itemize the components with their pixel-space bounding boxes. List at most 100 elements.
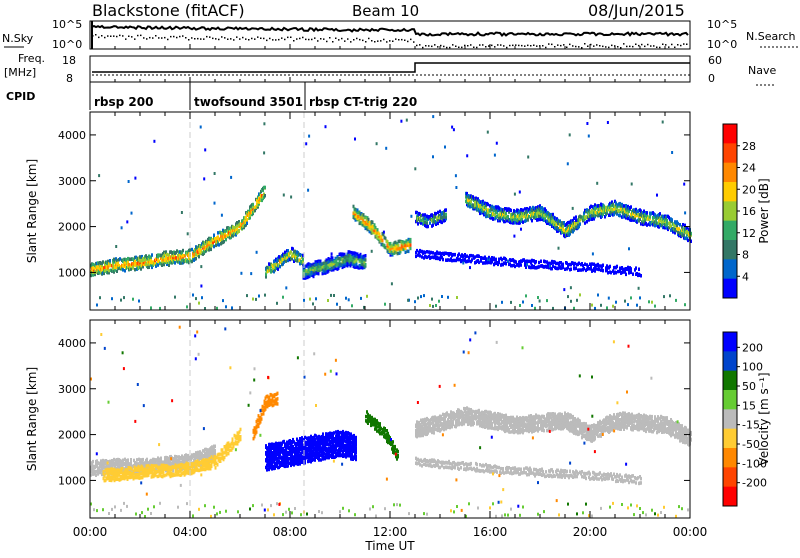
data-cell xyxy=(140,267,142,271)
data-cell xyxy=(617,270,619,274)
data-cell xyxy=(540,210,542,214)
data-cell xyxy=(507,260,509,264)
clutter-cell xyxy=(546,299,548,302)
data-cell xyxy=(122,268,124,272)
data-cell xyxy=(365,263,367,267)
nsky-label: N.Sky xyxy=(2,32,34,45)
data-cell xyxy=(419,423,421,427)
data-cell xyxy=(131,467,133,471)
data-cell xyxy=(104,473,106,477)
nsearch-dot xyxy=(551,44,553,46)
data-cell xyxy=(505,258,507,262)
data-cell xyxy=(501,258,503,262)
data-cell xyxy=(151,253,153,256)
nsearch-dot xyxy=(404,40,406,42)
data-cell xyxy=(195,253,197,257)
nsearch-dot xyxy=(530,45,532,47)
data-cell xyxy=(174,261,176,265)
noise-cell xyxy=(126,220,128,223)
clutter-cell xyxy=(138,300,140,303)
data-cell xyxy=(416,420,418,424)
data-cell xyxy=(131,472,133,476)
nsearch-dot xyxy=(557,44,559,46)
data-cell xyxy=(482,261,484,265)
data-cell xyxy=(175,256,177,260)
data-cell xyxy=(215,244,217,248)
data-cell xyxy=(103,470,105,474)
freq-tick-bottom: 8 xyxy=(66,72,73,85)
data-cell xyxy=(432,251,434,255)
noise-cell xyxy=(558,247,560,250)
nsearch-dot xyxy=(362,40,364,42)
nsky-tick-top: 10^5 xyxy=(52,18,82,31)
nsearch-dot xyxy=(422,47,424,49)
data-cell xyxy=(380,427,382,431)
data-cell xyxy=(322,432,324,436)
clutter-cell xyxy=(654,305,656,308)
data-cell xyxy=(135,462,137,466)
clutter-cell xyxy=(594,307,596,310)
data-cell xyxy=(415,255,417,259)
data-cell xyxy=(510,209,512,213)
nsearch-dot xyxy=(503,45,505,47)
noise-cell xyxy=(628,247,630,250)
data-cell xyxy=(304,436,306,440)
nsearch-dot xyxy=(206,36,208,38)
data-cell xyxy=(265,444,267,448)
data-cell xyxy=(666,219,668,223)
nsearch-dot xyxy=(662,44,664,46)
data-cell xyxy=(632,272,634,276)
nsearch-dot xyxy=(452,44,454,46)
nsearch-dot xyxy=(521,45,523,47)
nsearch-dot xyxy=(92,35,94,37)
data-cell xyxy=(225,238,227,242)
nsearch-dot xyxy=(257,36,259,38)
nsearch-dot xyxy=(638,45,640,47)
data-cell xyxy=(683,233,685,237)
noise-cell xyxy=(466,154,468,157)
clutter-cell xyxy=(606,306,608,309)
nsearch-dot xyxy=(185,37,187,39)
noise-cell xyxy=(200,265,202,268)
nsearch-dot xyxy=(560,45,562,47)
data-cell xyxy=(214,445,216,449)
nsearch-dot xyxy=(308,39,310,41)
noise-cell xyxy=(570,286,572,289)
data-cell xyxy=(424,221,426,225)
nsearch-dot xyxy=(536,45,538,47)
data-cell xyxy=(635,266,637,270)
data-cell xyxy=(208,241,210,245)
nsearch-dot xyxy=(233,39,235,41)
data-cell xyxy=(600,268,602,272)
data-cell xyxy=(677,222,679,226)
nsearch-dot xyxy=(416,45,418,47)
data-cell xyxy=(363,219,365,223)
nsearch-dot xyxy=(587,46,589,48)
noise-cell xyxy=(391,282,393,285)
data-cell xyxy=(514,214,516,218)
data-cell xyxy=(223,451,225,455)
nsearch-dot xyxy=(401,39,403,41)
clutter-cell xyxy=(423,294,425,297)
nsearch-dot xyxy=(488,45,490,47)
noise-cell xyxy=(569,133,571,136)
clutter-cell xyxy=(510,301,512,304)
freq-unit: [MHz] xyxy=(4,66,36,79)
data-cell xyxy=(495,258,497,262)
data-cell xyxy=(410,238,412,242)
data-cell xyxy=(505,262,507,266)
data-cell xyxy=(433,431,435,435)
nsearch-dot xyxy=(611,45,613,47)
nsearch-dot xyxy=(248,39,250,41)
data-cell xyxy=(518,264,520,268)
data-cell xyxy=(579,222,581,226)
data-cell xyxy=(434,215,436,219)
nsearch-dot xyxy=(158,37,160,39)
data-cell xyxy=(167,465,169,469)
nsearch-dot xyxy=(296,38,298,40)
data-cell xyxy=(424,213,426,217)
nsearch-dot xyxy=(332,41,334,43)
data-cell xyxy=(567,263,569,267)
data-cell xyxy=(246,222,248,226)
data-cell xyxy=(217,231,219,235)
